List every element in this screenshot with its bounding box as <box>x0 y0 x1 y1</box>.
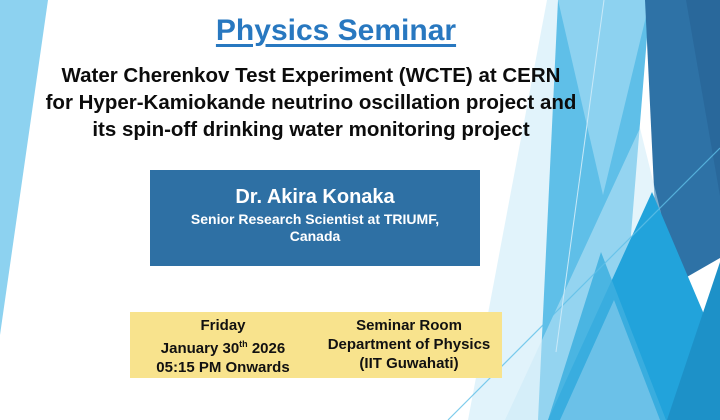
talk-title-line-3: its spin-off drinking water monitoring p… <box>92 118 530 141</box>
speaker-affiliation: Senior Research Scientist at TRIUMF, Can… <box>150 211 480 245</box>
details-box: Friday January 30th 2026 05:15 PM Onward… <box>130 312 502 378</box>
accent-hairline-short <box>555 0 605 353</box>
details-when: Friday January 30th 2026 05:15 PM Onward… <box>130 316 316 378</box>
seminar-title: Physics Seminar <box>215 14 457 47</box>
speaker-affiliation-line-1: Senior Research Scientist at TRIUMF, <box>190 211 440 227</box>
accent-bright-wedge <box>548 252 666 420</box>
accent-bottom-right-band <box>667 262 720 420</box>
event-day: Friday <box>200 317 246 334</box>
left-edge-wedge <box>0 0 48 335</box>
talk-title: Water Cherenkov Test Experiment (WCTE) a… <box>0 62 622 143</box>
event-date: January 30th 2026 <box>130 335 316 358</box>
venue-line-1: Seminar Room <box>356 317 462 334</box>
accent-pale-top-overlay <box>560 300 660 420</box>
speaker-name: Dr. Akira Konaka <box>235 186 395 208</box>
speaker-box: Dr. Akira Konaka Senior Research Scienti… <box>150 170 480 266</box>
event-time: 05:15 PM Onwards <box>156 359 290 376</box>
details-where: Seminar Room Department of Physics (IIT … <box>316 316 502 378</box>
venue-line-3: (IIT Guwahati) <box>359 355 459 372</box>
event-date-suffix: 2026 <box>247 340 286 357</box>
event-date-prefix: January 30 <box>160 340 240 357</box>
event-date-ordinal: th <box>239 339 248 349</box>
venue-line-2: Department of Physics <box>327 336 491 353</box>
talk-title-line-2: for Hyper-Kamiokande neutrino oscillatio… <box>45 91 577 114</box>
accent-steel-dark-corner <box>686 0 720 196</box>
speaker-affiliation-line-2: Canada <box>289 228 341 244</box>
accent-sky-light-triangle <box>558 0 650 195</box>
talk-title-line-1: Water Cherenkov Test Experiment (WCTE) a… <box>61 64 561 87</box>
